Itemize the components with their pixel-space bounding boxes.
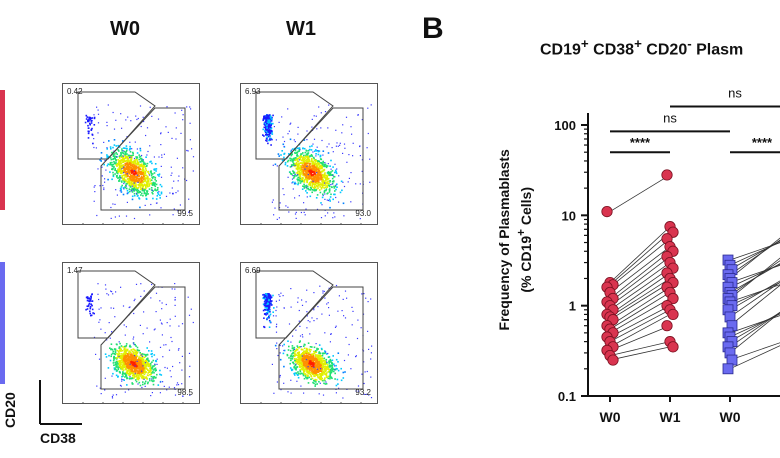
flow-plot-4: 6.69 93.2 [240,262,378,404]
pair-line-g2-4 [729,237,780,279]
pair-line-g2-18 [729,311,780,348]
title-cd38: CD38 [588,41,635,59]
col-title-w1: W1 [286,18,316,40]
pair-line-g2-3 [729,239,780,276]
panel-letter-b: B [422,12,444,45]
pair-line-2 [609,231,671,286]
flow-scatter-1 [77,91,195,224]
flow-plot-2: 6.93 93.0 [240,83,378,225]
b-cell-gate [100,286,186,390]
b-cell-gate [278,107,364,211]
y-label-line1: Frequency of Plasmablasts [496,149,513,331]
pair-line-g2-21 [729,345,780,370]
pair-line-17 [609,314,671,348]
b-cell-gate [278,286,364,390]
gate-percent-b-cell: 98.5 [177,388,193,397]
flow-scatter-3 [77,270,194,403]
pair-line-1 [609,226,671,283]
y-tick-label-0.1: 0.1 [558,389,576,404]
pair-line-g2-9 [729,257,780,299]
col-title-w0: W0 [110,18,140,40]
y-tick-label-100: 100 [554,118,576,133]
gate-percent-b-cell: 93.0 [355,209,371,218]
pair-line-5 [609,250,671,299]
chart-title: CD19+ CD38+ CD20- Plasm [540,36,743,59]
pair-line-g2-12 [729,280,780,311]
flow-axis-x-label: CD38 [40,430,76,446]
point-g2-21 [722,363,734,375]
gate-percent-plasmablast: 6.93 [245,87,261,96]
pair-line-g2-14 [729,284,780,327]
point-w1-18 [661,320,673,332]
point-w0-20 [607,354,619,366]
y-tick-label-1: 1 [569,299,576,314]
flow-scatter-4 [255,270,373,403]
flow-plot-1: 0.42 99.5 [62,83,200,225]
x-tick-label-2: W0 [720,409,741,425]
point-w1-17 [667,308,679,321]
gate-percent-plasmablast: 6.69 [245,266,261,275]
plasmablast-gate [77,270,156,339]
gate-percent-plasmablast: 1.47 [67,266,83,275]
y-tick-label-10: 10 [562,208,576,223]
pair-line-g2-13 [729,281,780,318]
pair-line-7 [609,262,671,306]
flow-axis-y-label: CD20 [2,392,18,428]
flow-plot-3: 1.47 98.5 [62,262,200,404]
bracket-label-3: ns [728,86,742,101]
flow-axes-indicator [39,380,82,425]
pair-line-0 [609,174,671,212]
pair-line-10 [609,278,671,318]
pair-line-g2-19 [729,312,780,354]
row-color-band-2 [0,262,5,384]
point-w1-0 [661,169,673,181]
pair-line-19 [609,341,671,356]
bracket-label-4: **** [752,135,773,150]
gate-percent-b-cell: 99.5 [177,209,193,218]
point-w0-0 [601,205,613,218]
gate-percent-plasmablast: 0.42 [67,87,83,96]
bracket-label-1: **** [630,135,651,150]
gate-percent-b-cell: 93.2 [355,388,371,397]
pair-line-4 [609,246,671,293]
title-cd20-sup: - [687,36,692,51]
point-w1-14 [667,292,679,305]
title-plasm: Plasm [691,41,744,59]
pair-line-g2-8 [729,260,780,296]
plasmablast-gate [77,91,156,160]
x-tick-label-0: W0 [600,409,621,425]
title-cd38-sup: + [634,36,642,51]
plasmablast-chart: 0.1 1 10 100 W0 W1 W0 **** ns ns **** [554,86,780,425]
title-cd20: CD20 [641,41,688,59]
pair-line-9 [609,272,671,315]
flow-scatter-2 [255,91,372,224]
b-cell-gate [100,107,186,211]
pair-line-g2-6 [729,263,780,288]
point-w1-20 [667,341,679,353]
pair-line-14 [609,298,671,334]
pair-line-15 [609,305,671,338]
pair-line-11 [609,282,671,320]
pair-line-18 [609,325,671,351]
bracket-label-2: ns [663,110,677,125]
plasmablast-gate [255,91,334,160]
pair-line-8 [609,267,671,311]
pair-line-12 [609,286,671,327]
pair-line-g2-11 [729,282,780,307]
title-cd19-sup: + [580,36,589,51]
pair-line-3 [609,238,671,288]
pair-line-13 [609,292,671,330]
title-cd19: CD19 [540,41,581,59]
pair-line-20 [609,346,671,361]
pair-line-g2-20 [729,342,780,361]
row-color-band-1 [0,90,5,210]
pair-line-6 [609,256,671,303]
pair-line-16 [609,309,671,342]
pair-line-g2-17 [729,312,780,342]
plasmablast-gate [255,270,334,339]
pair-line-g2-1 [729,241,780,266]
pair-line-g2-16 [729,313,780,338]
x-tick-label-1: W1 [660,409,681,425]
